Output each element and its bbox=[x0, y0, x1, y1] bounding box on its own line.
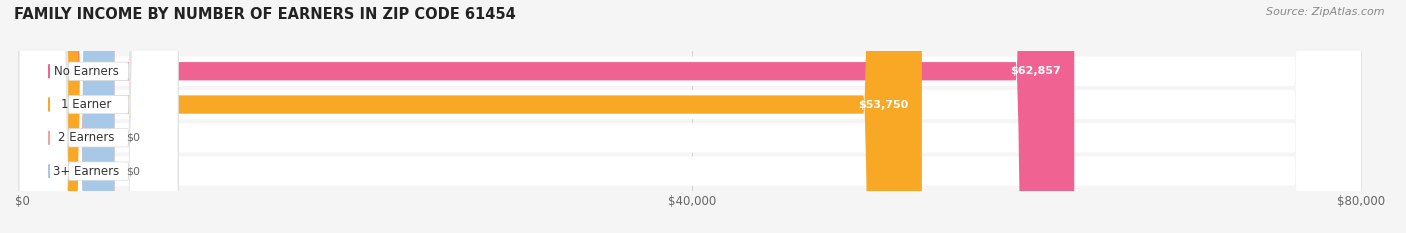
Text: $0: $0 bbox=[127, 133, 141, 143]
FancyBboxPatch shape bbox=[22, 0, 114, 233]
FancyBboxPatch shape bbox=[22, 0, 1361, 233]
FancyBboxPatch shape bbox=[20, 0, 179, 233]
FancyBboxPatch shape bbox=[22, 0, 1361, 233]
Text: 3+ Earners: 3+ Earners bbox=[53, 164, 120, 178]
Text: 2 Earners: 2 Earners bbox=[58, 131, 114, 144]
FancyBboxPatch shape bbox=[22, 0, 114, 233]
Text: FAMILY INCOME BY NUMBER OF EARNERS IN ZIP CODE 61454: FAMILY INCOME BY NUMBER OF EARNERS IN ZI… bbox=[14, 7, 516, 22]
FancyBboxPatch shape bbox=[22, 0, 1074, 233]
Text: $62,857: $62,857 bbox=[1010, 66, 1062, 76]
Text: No Earners: No Earners bbox=[53, 65, 118, 78]
Text: Source: ZipAtlas.com: Source: ZipAtlas.com bbox=[1267, 7, 1385, 17]
FancyBboxPatch shape bbox=[22, 0, 922, 233]
FancyBboxPatch shape bbox=[22, 0, 1361, 233]
FancyBboxPatch shape bbox=[20, 0, 179, 233]
FancyBboxPatch shape bbox=[22, 0, 1361, 233]
FancyBboxPatch shape bbox=[20, 0, 179, 233]
FancyBboxPatch shape bbox=[20, 0, 179, 233]
Text: $53,750: $53,750 bbox=[858, 99, 908, 110]
Text: 1 Earner: 1 Earner bbox=[60, 98, 111, 111]
Text: $0: $0 bbox=[127, 166, 141, 176]
